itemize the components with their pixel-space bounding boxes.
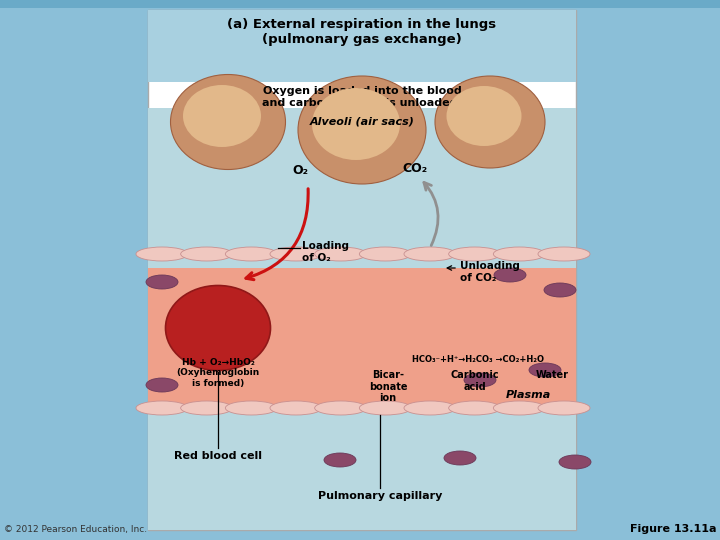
Bar: [0, 0, 720, 8]
Bar: [148, 10, 576, 82]
Text: Carbonic
acid: Carbonic acid: [451, 370, 499, 392]
Ellipse shape: [183, 85, 261, 147]
Ellipse shape: [493, 401, 545, 415]
Bar: [148, 258, 576, 406]
Text: Plasma: Plasma: [505, 390, 551, 400]
Ellipse shape: [359, 247, 411, 261]
Ellipse shape: [136, 401, 188, 415]
Ellipse shape: [404, 247, 456, 261]
Ellipse shape: [312, 88, 400, 160]
Ellipse shape: [435, 76, 545, 168]
Bar: [148, 108, 576, 260]
Text: (a) External respiration in the lungs
(pulmonary gas exchange): (a) External respiration in the lungs (p…: [228, 18, 497, 46]
Ellipse shape: [538, 401, 590, 415]
Text: HCO₃⁻+H⁺→H₂CO₃ →CO₂+H₂O: HCO₃⁻+H⁺→H₂CO₃ →CO₂+H₂O: [412, 355, 544, 364]
Text: Pulmonary capillary: Pulmonary capillary: [318, 491, 442, 501]
Text: © 2012 Pearson Education, Inc.: © 2012 Pearson Education, Inc.: [4, 525, 147, 534]
Ellipse shape: [298, 76, 426, 184]
Ellipse shape: [404, 401, 456, 415]
Ellipse shape: [529, 363, 561, 377]
Ellipse shape: [181, 401, 233, 415]
Text: CO₂: CO₂: [402, 161, 428, 174]
Ellipse shape: [464, 373, 496, 387]
Ellipse shape: [146, 378, 178, 392]
Ellipse shape: [559, 455, 591, 469]
Ellipse shape: [538, 247, 590, 261]
Text: Oxygen is loaded into the blood
and carbon dioxide is unloaded.: Oxygen is loaded into the blood and carb…: [262, 86, 462, 107]
Text: Figure 13.11a: Figure 13.11a: [629, 524, 716, 534]
Bar: [148, 412, 576, 530]
FancyArrowPatch shape: [424, 183, 438, 246]
Text: Red blood cell: Red blood cell: [174, 451, 262, 461]
Text: Water: Water: [536, 370, 569, 380]
Text: Alveoli (air sacs): Alveoli (air sacs): [310, 117, 415, 127]
Ellipse shape: [166, 286, 271, 370]
Ellipse shape: [449, 401, 500, 415]
Ellipse shape: [270, 401, 322, 415]
Ellipse shape: [225, 247, 277, 261]
Text: Loading
of O₂: Loading of O₂: [302, 241, 349, 262]
Ellipse shape: [446, 86, 521, 146]
Ellipse shape: [444, 451, 476, 465]
Text: Unloading
of CO₂: Unloading of CO₂: [460, 261, 520, 282]
Ellipse shape: [146, 275, 178, 289]
Ellipse shape: [544, 283, 576, 297]
Ellipse shape: [315, 247, 366, 261]
FancyArrowPatch shape: [246, 189, 308, 280]
Ellipse shape: [171, 75, 286, 170]
Ellipse shape: [359, 401, 411, 415]
Ellipse shape: [270, 247, 322, 261]
Ellipse shape: [136, 247, 188, 261]
Ellipse shape: [315, 401, 366, 415]
Ellipse shape: [225, 401, 277, 415]
Ellipse shape: [493, 247, 545, 261]
Ellipse shape: [181, 247, 233, 261]
Text: Bicar-
bonate
ion: Bicar- bonate ion: [369, 370, 408, 403]
Bar: [148, 10, 576, 530]
Text: Hb + O₂→HbO₂
(Oxyhemoglobin
is formed): Hb + O₂→HbO₂ (Oxyhemoglobin is formed): [176, 358, 260, 388]
Text: O₂: O₂: [292, 164, 308, 177]
Bar: [148, 218, 576, 268]
Ellipse shape: [324, 453, 356, 467]
Ellipse shape: [494, 268, 526, 282]
Ellipse shape: [449, 247, 500, 261]
